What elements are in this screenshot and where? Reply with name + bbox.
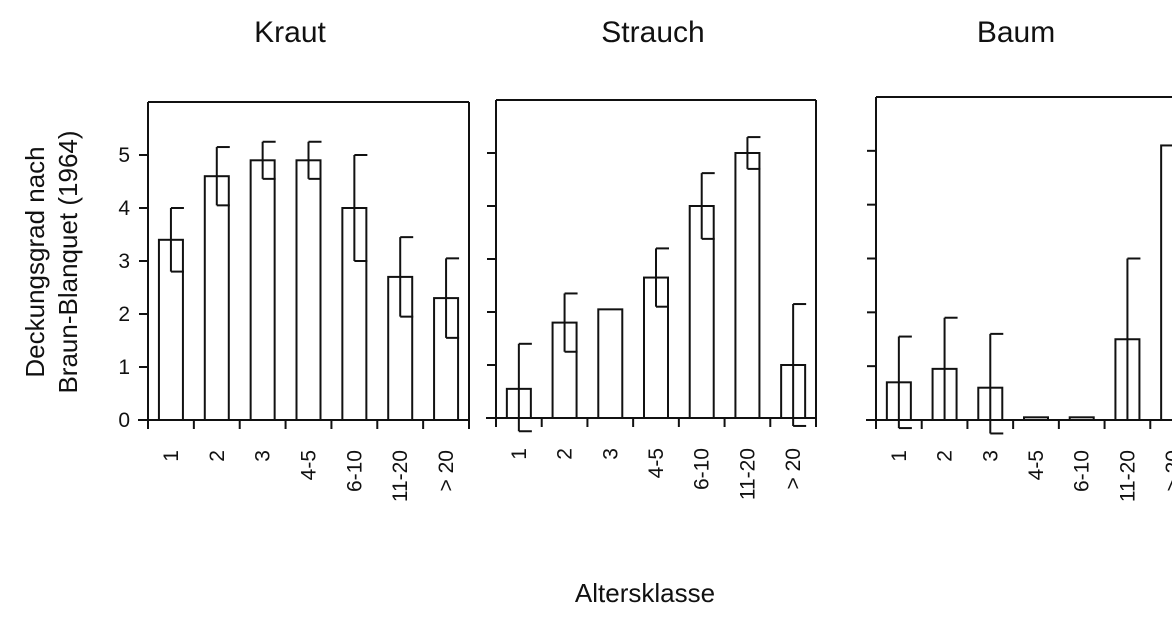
panel-strauch: Strauch 1 2 3 4-5 6-10 11-20 > 20 [486, 16, 817, 500]
y-tick-label: 2 [118, 303, 130, 326]
panel-kraut: Kraut 0 1 2 3 4 5 1 2 3 4-5 6-10 11-20 > 20 [118, 16, 470, 502]
x-tick-label: 4-5 [1025, 450, 1048, 480]
bar [1068, 416, 1095, 421]
x-tick-label: 4-5 [298, 450, 321, 480]
bar [1023, 416, 1049, 421]
panel-title: Strauch [601, 16, 704, 49]
panel-title: Kraut [254, 16, 326, 49]
x-tick-label: 3 [979, 450, 1002, 462]
bar [597, 308, 624, 420]
x-tick-label: 2 [934, 450, 957, 462]
y-axis-label-line2: Braun-Blanquet (1964) [53, 130, 83, 393]
x-tick-label: 1 [888, 450, 911, 462]
x-tick-label: 11-20 [1116, 450, 1139, 502]
bar [203, 175, 230, 421]
x-tick-label: > 20 [782, 448, 805, 489]
x-tick-label: > 20 [435, 450, 458, 491]
x-tick-label: 2 [554, 448, 577, 460]
y-tick-label: 0 [118, 409, 130, 432]
x-tick-label: 1 [508, 448, 531, 460]
x-tick-label: 6-10 [343, 450, 366, 492]
panel-baum: Baum 1 2 3 4-5 6-10 11-20 > 20 [866, 16, 1172, 502]
y-tick-label: 4 [118, 197, 130, 220]
x-tick-label: 2 [206, 450, 229, 462]
x-tick-label: 11-20 [736, 448, 759, 500]
bar [734, 152, 761, 419]
bar [433, 297, 460, 422]
bar [1160, 144, 1172, 421]
x-tick-label: 6-10 [1071, 450, 1094, 492]
x-tick-label: 1 [160, 450, 183, 462]
x-tick-label: 3 [252, 450, 275, 462]
x-tick-label: > 20 [1162, 450, 1172, 491]
panel-title: Baum [977, 16, 1055, 49]
y-axis-label: Deckungsgrad nach [20, 146, 50, 377]
x-tick-label: 3 [599, 448, 622, 460]
y-tick-label: 3 [118, 250, 130, 273]
y-tick-label: 1 [118, 356, 130, 379]
bar [295, 159, 322, 422]
bar [688, 205, 715, 419]
x-axis-label: Altersklasse [575, 578, 715, 608]
x-tick-label: 6-10 [691, 448, 714, 490]
y-tick-label: 5 [118, 144, 130, 167]
x-tick-label: 4-5 [645, 448, 668, 478]
x-tick-label: 11-20 [389, 450, 412, 502]
bar [249, 159, 276, 422]
